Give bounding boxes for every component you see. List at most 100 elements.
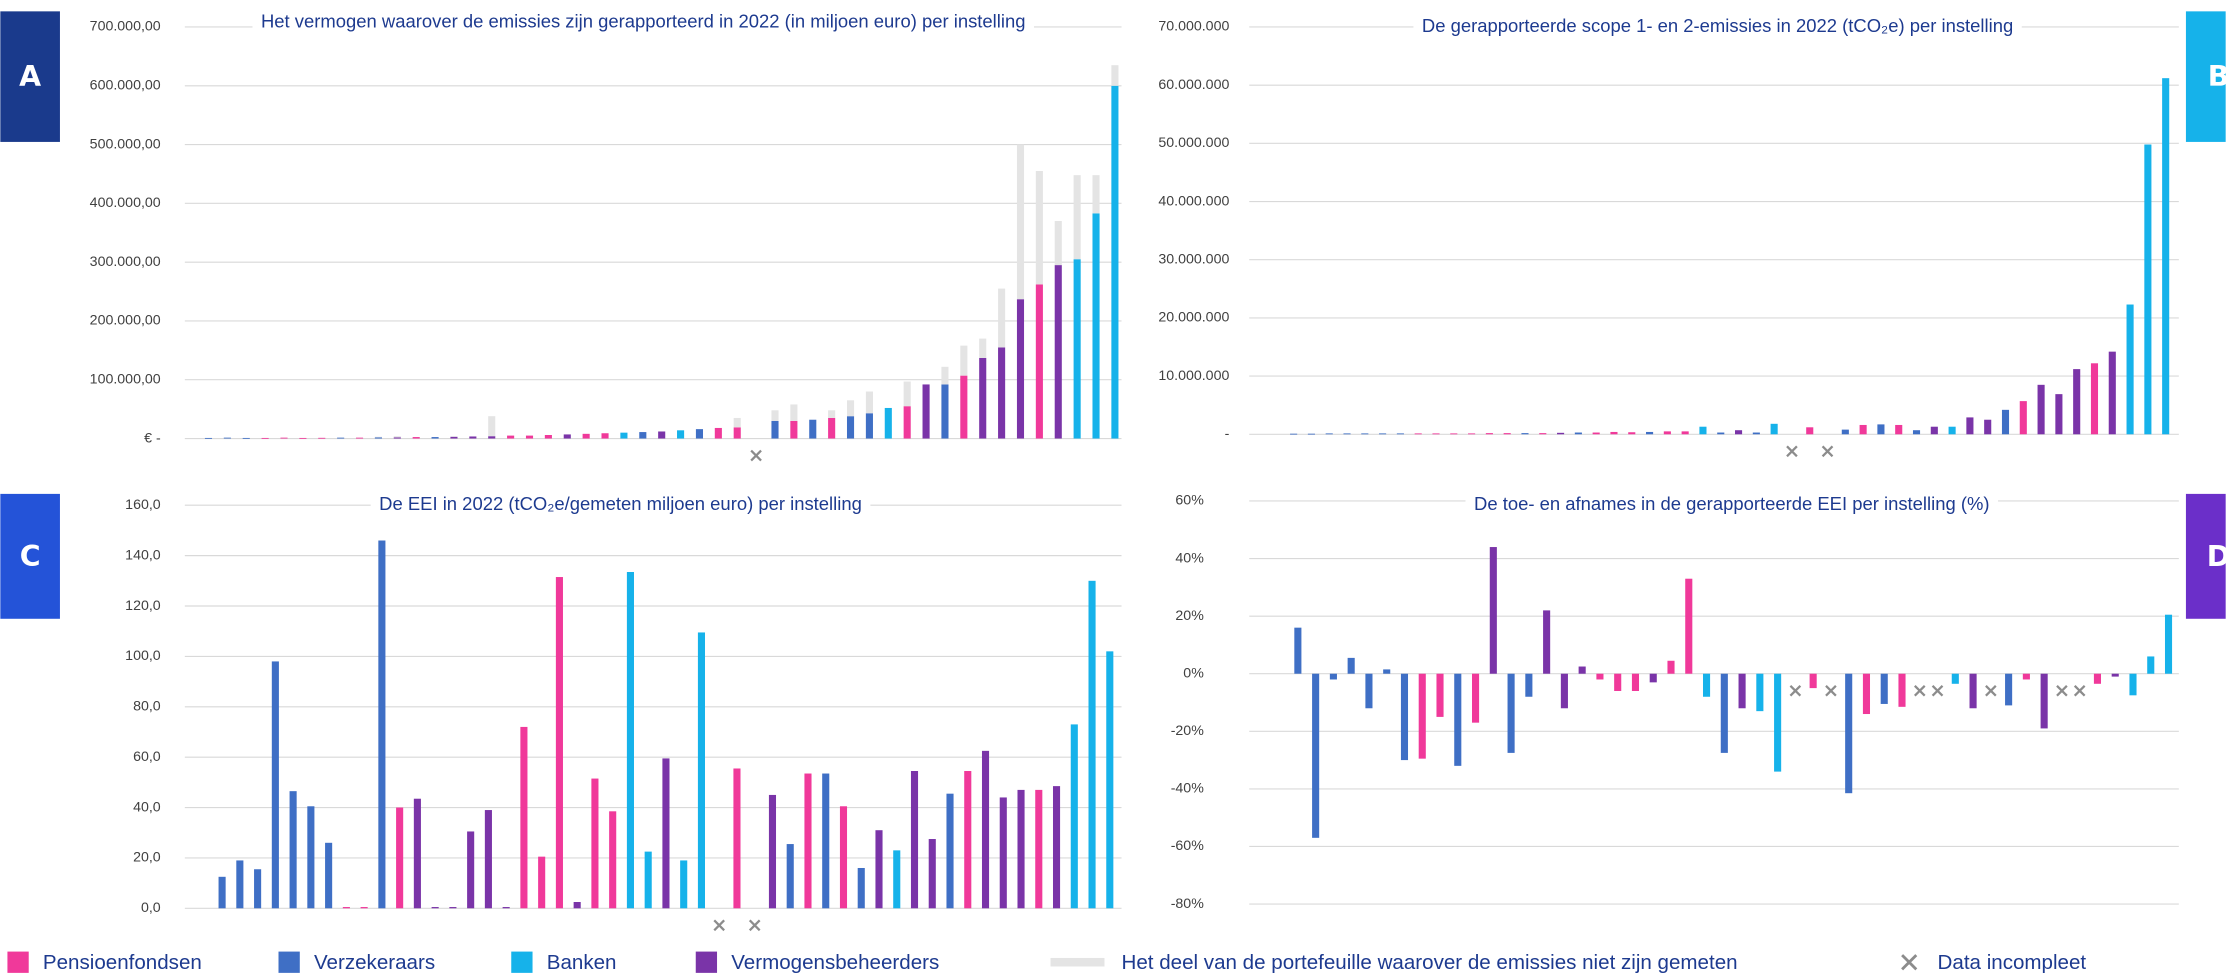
bar [1752,432,1760,435]
bar [325,842,333,909]
unmeasured-bar [1054,220,1062,266]
bar [790,420,798,439]
unmeasured-bar [1092,175,1100,214]
bar [1432,433,1440,435]
bar [2129,673,2137,696]
bar [839,806,848,909]
unmeasured-bar [488,416,496,437]
bar [981,750,990,909]
bar [1017,789,1025,909]
bar [289,791,297,909]
bar [1756,673,1764,712]
bar [449,907,457,909]
bar [979,357,987,439]
unmeasured-bar [1035,171,1043,285]
bar [601,433,609,439]
y-tick-label: 120,0 [125,598,161,614]
incomplete-stroke [2056,684,2068,697]
bar [1557,432,1565,435]
bar [1845,673,1853,794]
incomplete-marker [713,919,725,932]
bar [1614,673,1622,691]
chart-title: De EEI in 2022 (tCO₂e/gemeten miljoen eu… [379,493,862,514]
bar [1859,424,1867,435]
bar [1521,433,1529,435]
panel-tab [2185,11,2226,142]
incomplete-marker [1931,684,1944,697]
bar [374,437,382,439]
bar [2147,656,2155,674]
bar [2005,673,2013,706]
bar [204,437,213,439]
y-tick-label: 20% [1175,608,1204,624]
incomplete-marker [1789,684,1802,697]
incomplete-stroke [1825,684,1837,697]
bar [1054,265,1062,439]
panel-tab [0,11,60,142]
bar [928,839,936,909]
bar [261,437,269,439]
bar [865,413,873,439]
bar [1877,424,1885,435]
unmeasured-bar [450,436,458,437]
unmeasured-bar [998,288,1006,348]
bar [223,437,231,439]
bar [1294,627,1302,674]
chart-title: Het vermogen waarover de emissies zijn g… [261,11,1026,32]
legend-label: Het deel van de portefeuille waarover de… [1122,951,1738,974]
bar [1806,427,1814,435]
bar [1898,673,1906,707]
bar [573,901,581,909]
y-tick-label: 700.000,00 [90,19,161,35]
bar [1111,85,1119,439]
y-tick-label: 600.000,00 [90,78,161,94]
bar [768,794,777,909]
bar [1343,433,1351,435]
bar [467,831,475,909]
bar [2090,363,2099,435]
bar [1088,580,1096,909]
bar [1738,673,1746,709]
y-tick-label: 30.000.000 [1158,251,1229,267]
unmeasured-bar [1111,65,1119,86]
bar [1365,673,1373,709]
bar [393,437,401,439]
bar [1734,430,1743,435]
incomplete-stroke [1985,684,1997,697]
bar [1525,673,1533,697]
bar [1574,432,1582,435]
bar [644,851,652,909]
bar [1646,431,1654,435]
bar [1969,673,1977,709]
bar [1489,547,1497,674]
bar [236,860,244,909]
legend-label: Data incompleet [1938,951,2087,974]
bar [922,384,930,439]
bar [1774,673,1782,772]
bar [2162,78,2170,435]
bar [2111,673,2119,677]
y-tick-label: -80% [1171,896,1205,912]
bar [242,437,250,439]
y-tick-label: 60% [1175,493,1204,509]
bar [946,793,954,909]
unmeasured-bar [393,436,401,438]
bar [1717,432,1725,435]
legend-swatch [511,951,533,973]
y-tick-label: 200.000,00 [90,313,161,329]
bar [1379,433,1387,435]
bar [1649,673,1657,683]
bar [525,435,534,439]
bar [1035,284,1043,439]
bar [1472,673,1480,723]
bar [1454,673,1462,766]
bar [450,436,458,439]
bar [469,436,477,439]
unmeasured-bar [771,410,779,421]
bar [355,437,364,439]
panel-label: B [2208,60,2226,93]
bar [828,417,836,439]
bar [822,773,830,909]
incomplete-stroke [713,919,725,932]
